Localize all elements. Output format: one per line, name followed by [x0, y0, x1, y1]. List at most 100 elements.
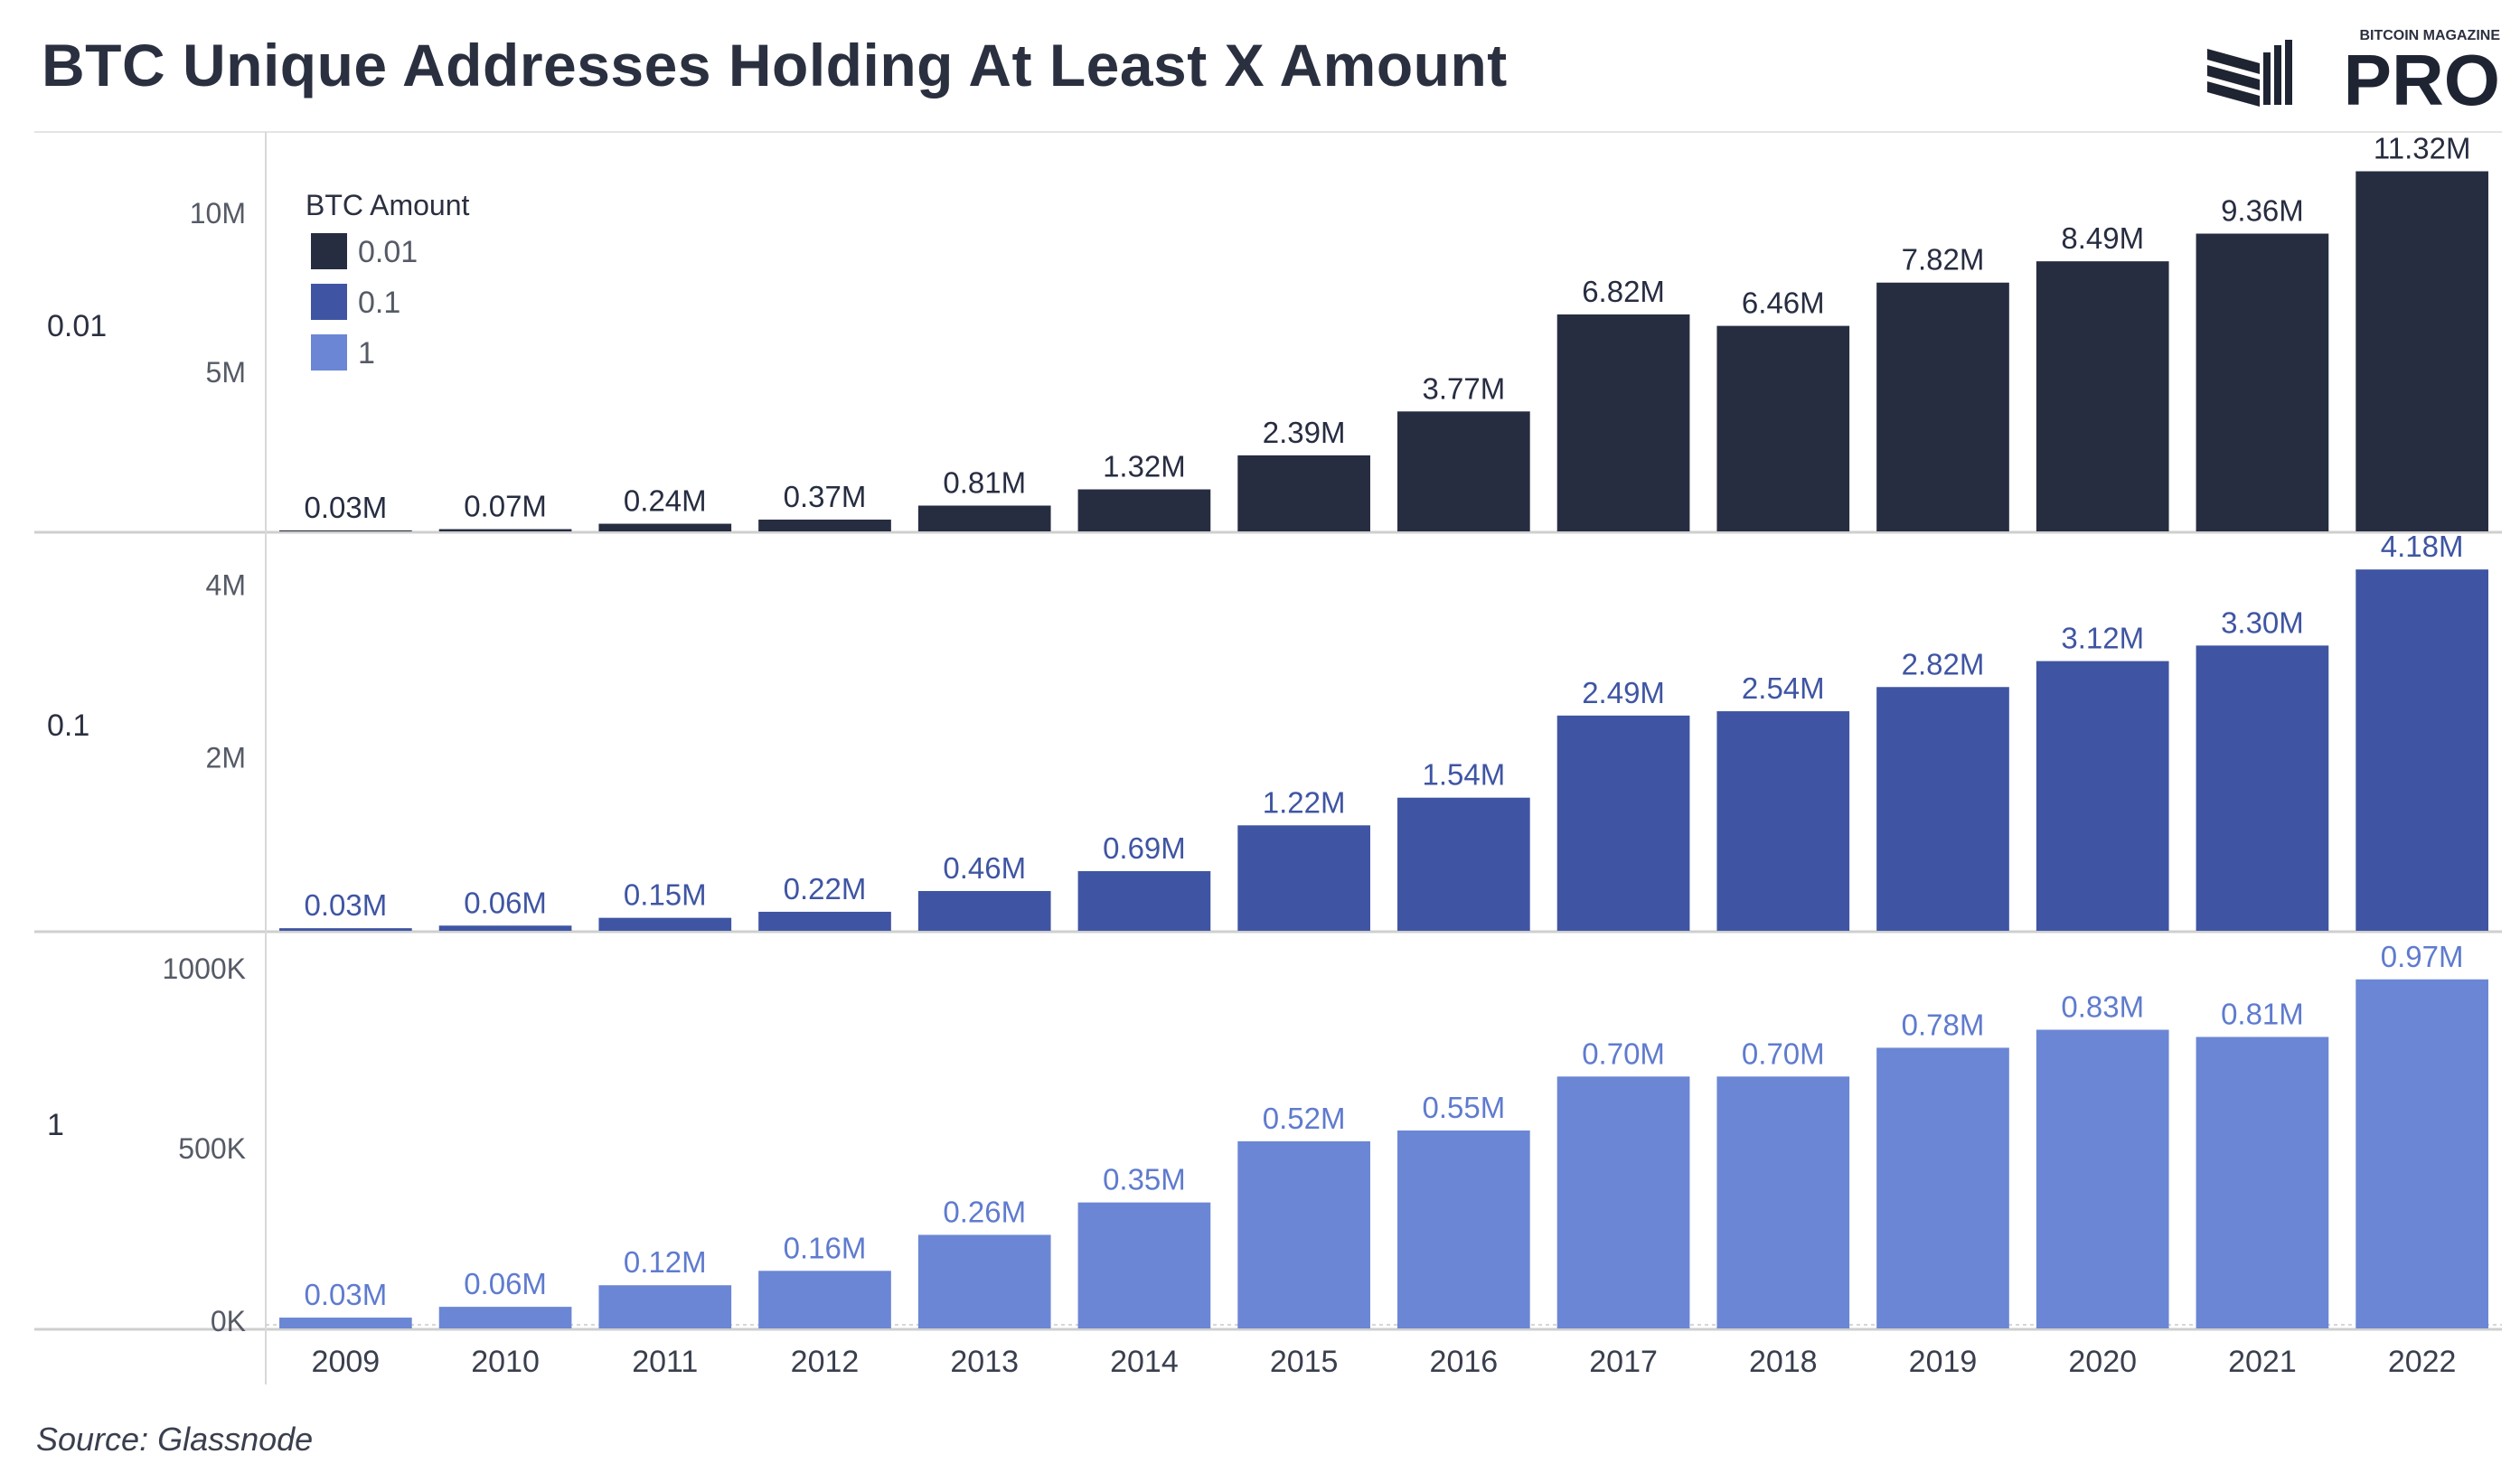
bar-0_1-2017 — [1556, 715, 1690, 931]
data-label: 3.12M — [2061, 622, 2144, 655]
bar-0_1-2021 — [2196, 645, 2329, 931]
bitcoin-magazine-pro-logo: BITCOIN MAGAZINE PRO — [2207, 28, 2500, 112]
bar-0_01-2022 — [2355, 171, 2488, 531]
x-tick-label: 2019 — [1909, 1345, 1978, 1379]
data-label: 0.81M — [2221, 997, 2304, 1030]
data-label: 9.36M — [2221, 194, 2304, 228]
bar-0_1-2012 — [758, 911, 891, 931]
bar-1-2011 — [598, 1285, 732, 1328]
bar-1-2018 — [1716, 1076, 1850, 1328]
bar-1-2012 — [758, 1271, 891, 1328]
data-label: 0.15M — [624, 878, 707, 912]
data-label: 0.52M — [1263, 1102, 1346, 1135]
bar-0_01-2013 — [917, 505, 1051, 531]
bar-0_01-2021 — [2196, 233, 2329, 531]
bar-0_01-2014 — [1077, 489, 1211, 531]
x-tick-label: 2022 — [2388, 1345, 2457, 1379]
legend-entry-1: 0.1 — [358, 286, 400, 320]
x-tick-label: 2013 — [950, 1345, 1019, 1379]
bar-1-2014 — [1077, 1202, 1211, 1328]
bar-0_1-2010 — [438, 925, 572, 931]
bar-0_01-2011 — [598, 523, 732, 531]
data-label: 1.22M — [1263, 785, 1346, 819]
data-label: 2.54M — [1742, 671, 1825, 705]
data-label: 0.03M — [304, 491, 387, 524]
bar-0_01-2016 — [1397, 411, 1530, 531]
bar-0_01-2015 — [1237, 455, 1370, 531]
legend-title: BTC Amount — [306, 189, 470, 221]
data-label: 2.49M — [1582, 676, 1665, 709]
data-label: 0.37M — [784, 480, 867, 513]
x-tick-label: 2009 — [312, 1345, 381, 1379]
bar-0_01-2012 — [758, 519, 891, 531]
data-label: 8.49M — [2061, 221, 2144, 255]
bar-0_01-2019 — [1876, 282, 2009, 531]
chart-title: BTC Unique Addresses Holding At Least X … — [42, 32, 1508, 99]
bar-0_1-2009 — [279, 928, 412, 931]
bar-1-2009 — [279, 1318, 412, 1328]
y-tick-label: 4M — [206, 568, 246, 601]
x-tick-label: 2012 — [791, 1345, 860, 1379]
data-label: 0.97M — [2381, 940, 2464, 973]
data-label: 7.82M — [1902, 243, 1985, 277]
y-tick-label: 10M — [190, 197, 246, 230]
x-tick-label: 2011 — [632, 1345, 698, 1379]
bar-0_01-2017 — [1556, 314, 1690, 531]
data-label: 0.78M — [1902, 1008, 1985, 1041]
bar-0_1-2022 — [2355, 569, 2488, 931]
y-tick-label: 500K — [178, 1132, 246, 1165]
bar-chart: 0.01 5M 10M 0.03M 0.07M 0.24M 0.37M 0.81M 1.32M 2… — [34, 131, 2502, 1384]
bar-0_01-2009 — [279, 530, 412, 531]
legend-entry-2: 1 — [358, 336, 375, 371]
data-label: 0.22M — [784, 872, 867, 905]
data-label: 6.82M — [1582, 275, 1665, 308]
bar-0_1-2015 — [1237, 825, 1370, 931]
bar-1-2013 — [917, 1234, 1051, 1328]
data-label: 0.06M — [464, 1267, 547, 1300]
legend-entry-0: 0.01 — [358, 235, 418, 269]
bar-1-2021 — [2196, 1037, 2329, 1328]
data-label: 0.26M — [943, 1195, 1026, 1228]
x-tick-label: 2010 — [471, 1345, 540, 1379]
x-tick-label: 2016 — [1430, 1345, 1499, 1379]
bar-0_1-2019 — [1876, 687, 2009, 931]
data-label: 0.81M — [943, 465, 1026, 499]
bar-1-2022 — [2355, 979, 2488, 1328]
x-tick-label: 2014 — [1110, 1345, 1179, 1379]
row-label-0_1: 0.1 — [47, 708, 89, 743]
row-label-0_01: 0.01 — [47, 309, 107, 343]
y-tick-label: 1000K — [162, 952, 246, 985]
data-label: 2.82M — [1902, 647, 1985, 680]
bar-0_1-2016 — [1397, 797, 1530, 931]
data-label: 0.70M — [1742, 1037, 1825, 1070]
logo-big-text: PRO — [2344, 40, 2500, 112]
x-tick-label: 2015 — [1270, 1345, 1339, 1379]
bar-1-2010 — [438, 1307, 572, 1328]
legend-swatch-0 — [311, 233, 347, 269]
y-tick-label: 2M — [206, 742, 246, 774]
bar-0_01-2020 — [2036, 261, 2169, 531]
data-label: 11.32M — [2374, 132, 2471, 165]
bar-0_1-2020 — [2036, 661, 2169, 931]
x-tick-label: 2018 — [1749, 1345, 1818, 1379]
row-label-1: 1 — [47, 1108, 64, 1142]
data-label: 2.39M — [1263, 416, 1346, 449]
source-note: Source: Glassnode — [36, 1421, 314, 1458]
data-label: 0.24M — [624, 484, 707, 518]
bar-0_01-2010 — [438, 529, 572, 531]
data-label: 0.12M — [624, 1245, 707, 1279]
bar-1-2016 — [1397, 1131, 1530, 1328]
y-tick-label: 0K — [211, 1305, 246, 1337]
data-label: 0.35M — [1103, 1163, 1186, 1196]
data-label: 0.55M — [1422, 1091, 1505, 1124]
data-label: 3.30M — [2221, 605, 2304, 639]
bar-1-2019 — [1876, 1047, 2009, 1328]
data-label: 0.03M — [304, 1278, 387, 1311]
bar-0_1-2011 — [598, 917, 732, 931]
data-label: 0.83M — [2061, 990, 2144, 1024]
data-label: 6.46M — [1742, 286, 1825, 320]
bar-0_01-2018 — [1716, 325, 1850, 531]
data-label: 0.07M — [464, 490, 547, 523]
bar-1-2017 — [1556, 1076, 1690, 1328]
y-tick-label: 5M — [206, 356, 246, 389]
